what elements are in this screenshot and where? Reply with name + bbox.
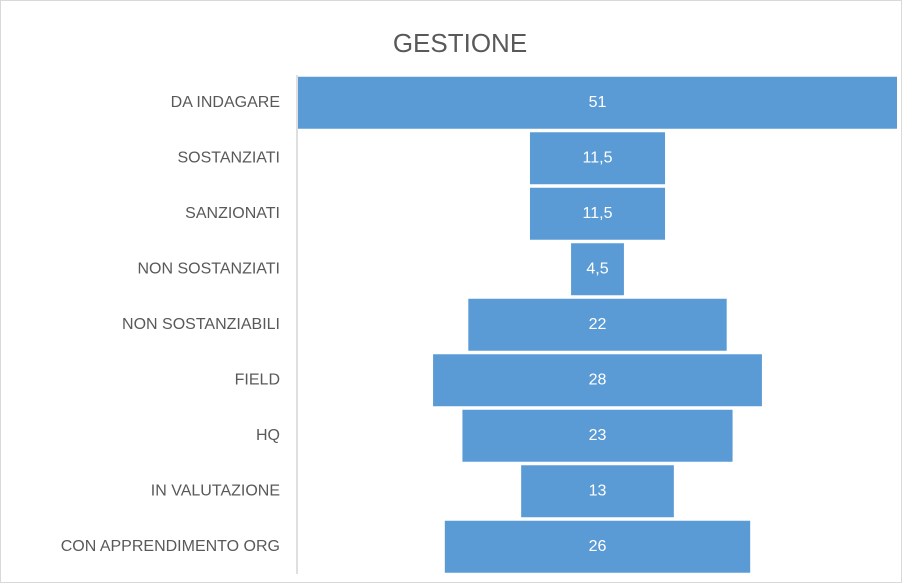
bar xyxy=(529,187,666,240)
category-label: IN VALUTAZIONE xyxy=(151,482,280,499)
value-label: 11,5 xyxy=(583,149,613,166)
value-label: 4,5 xyxy=(586,260,608,277)
value-label: 28 xyxy=(589,371,607,388)
value-label: 23 xyxy=(589,427,607,444)
bar xyxy=(462,409,733,462)
value-label: 22 xyxy=(589,316,607,333)
category-label: NON SOSTANZIABILI xyxy=(122,316,280,333)
bar xyxy=(298,76,897,129)
value-label: 11,5 xyxy=(583,205,613,222)
category-label: DA INDAGARE xyxy=(171,94,280,111)
category-label: HQ xyxy=(256,427,280,444)
bar xyxy=(433,354,762,407)
bar xyxy=(571,243,624,296)
category-label: SOSTANZIATI xyxy=(177,149,280,166)
value-label: 13 xyxy=(589,482,607,499)
value-label: 26 xyxy=(589,538,607,555)
bar xyxy=(444,520,751,573)
bar xyxy=(521,465,674,518)
category-label: CON APPRENDIMENTO ORG xyxy=(61,538,280,555)
bar xyxy=(529,132,666,185)
category-label: FIELD xyxy=(235,371,280,388)
category-label: NON SOSTANZIATI xyxy=(137,260,280,277)
bar xyxy=(468,298,727,351)
chart-title: GESTIONE xyxy=(393,28,527,58)
category-label: SANZIONATI xyxy=(185,205,280,222)
value-label: 51 xyxy=(589,94,607,111)
